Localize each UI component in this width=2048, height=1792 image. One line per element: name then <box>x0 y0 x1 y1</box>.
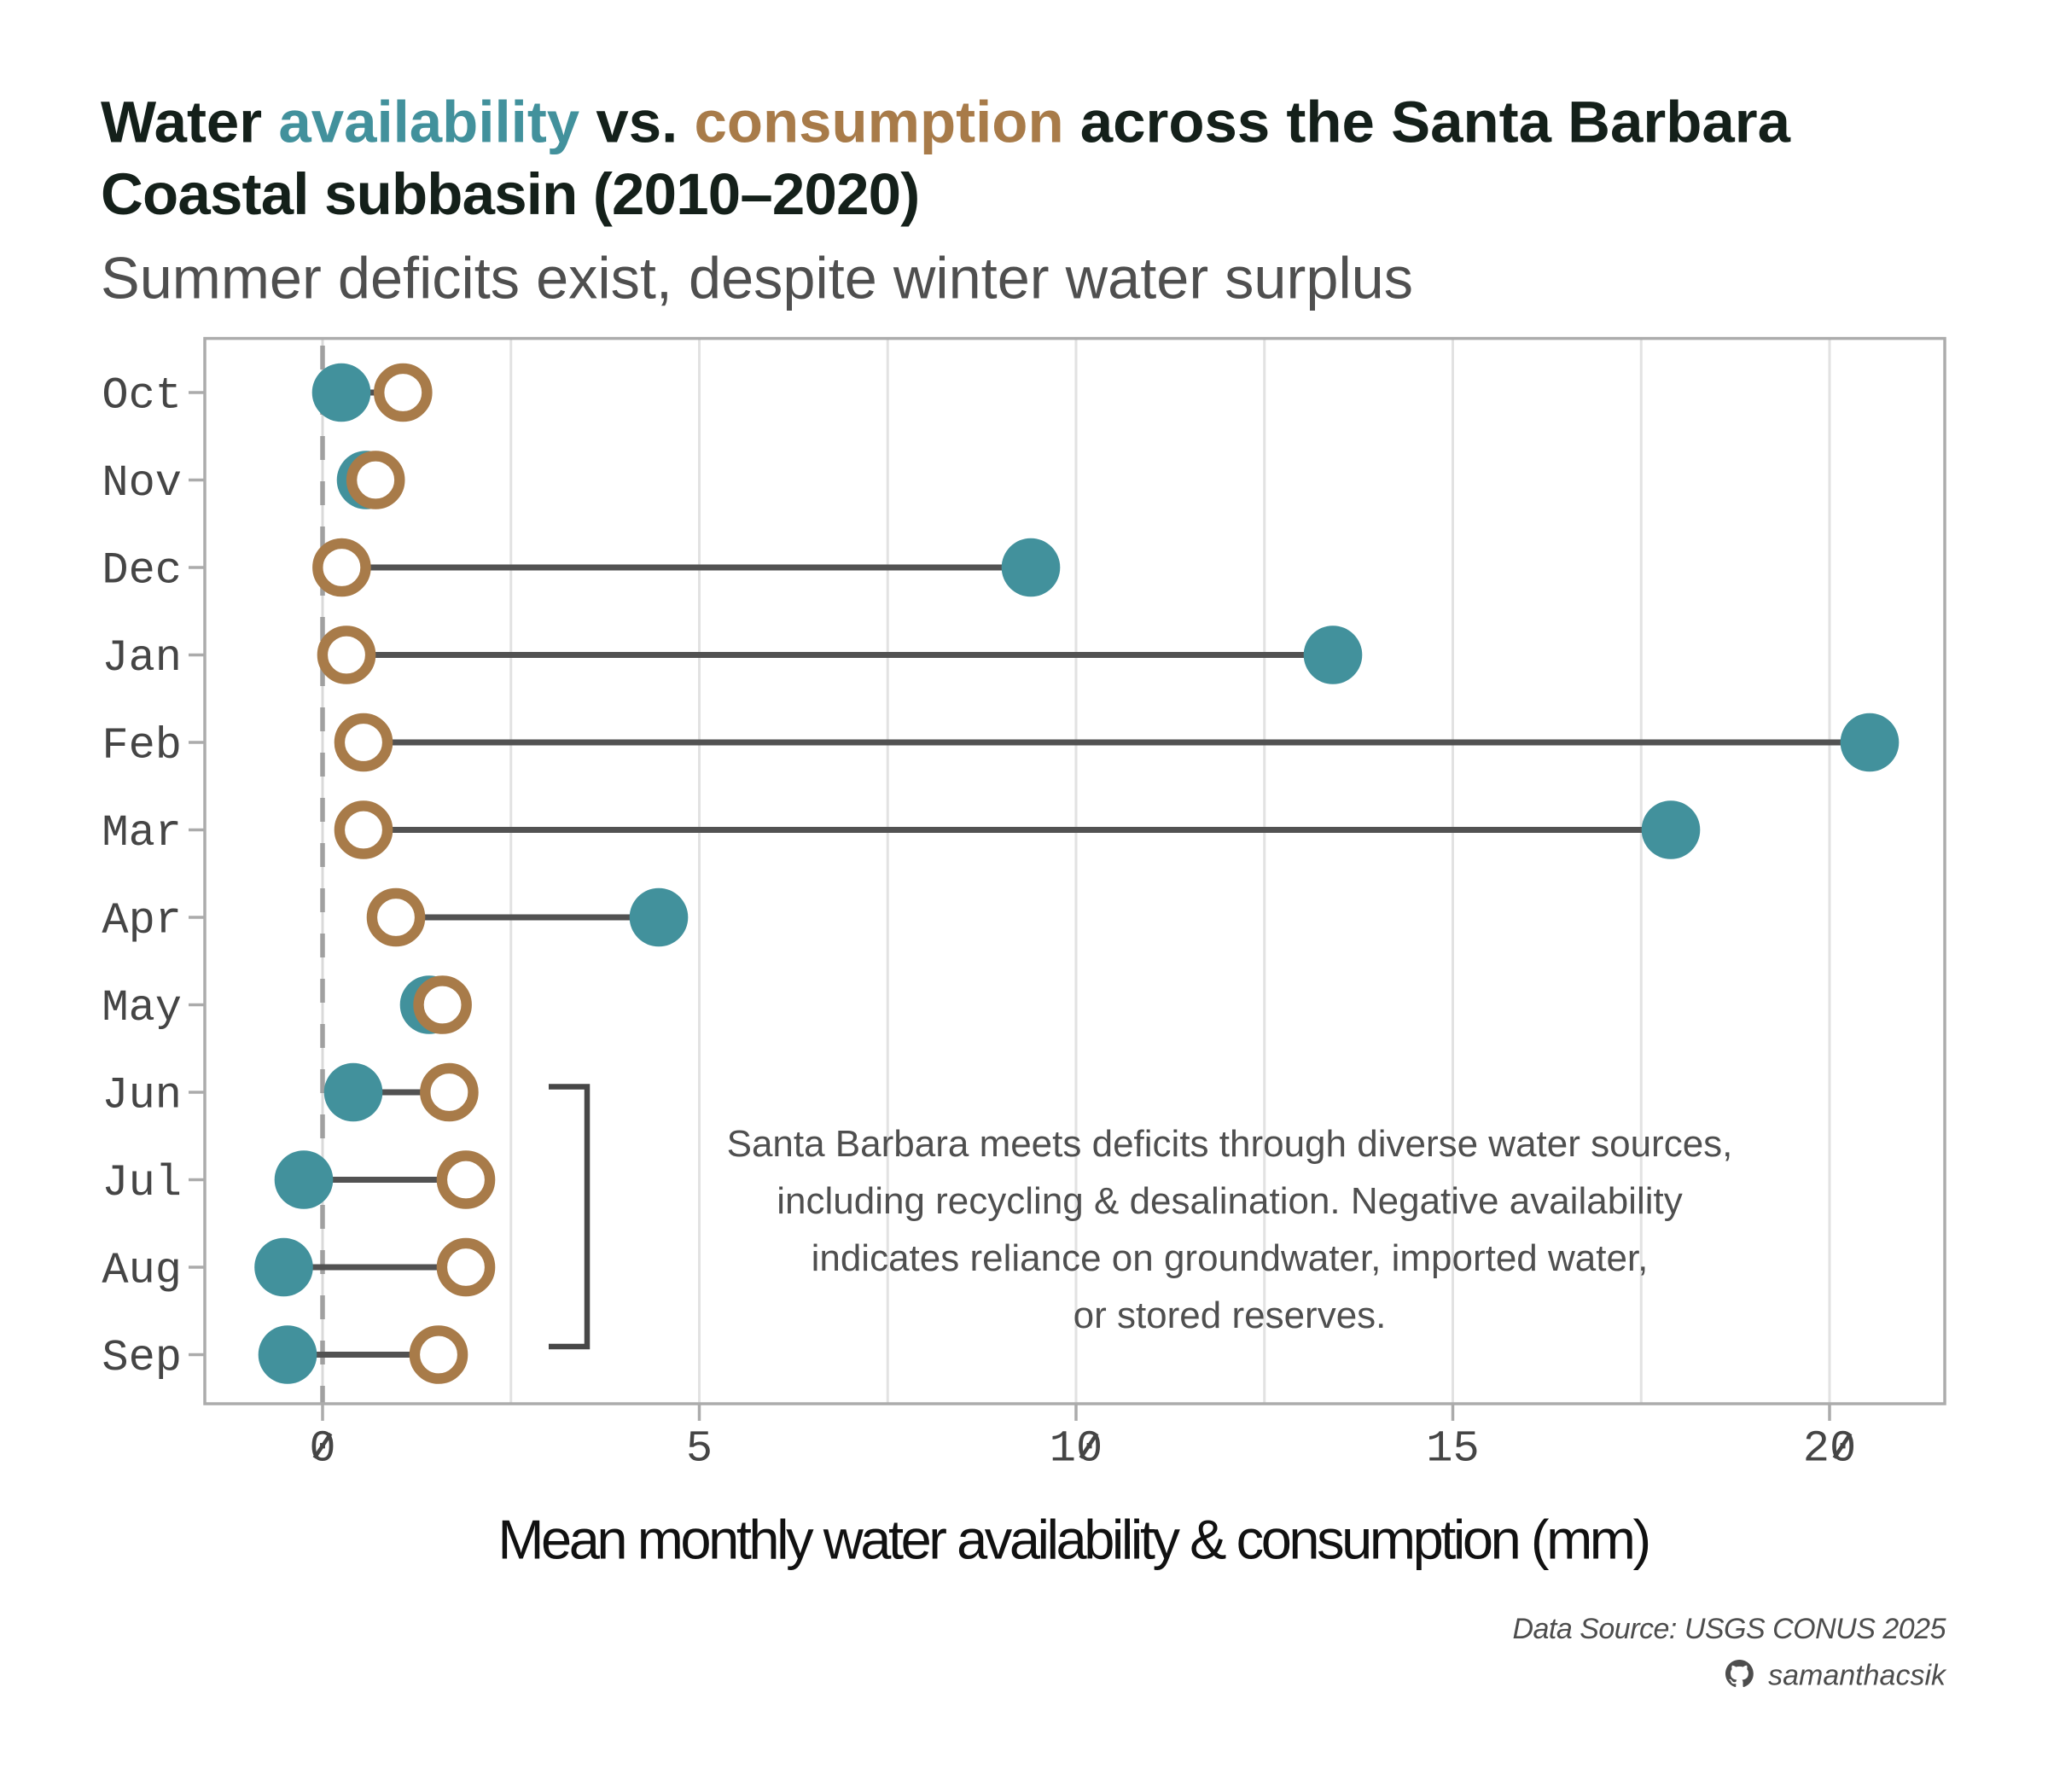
svg-text:5: 5 <box>686 1424 713 1475</box>
svg-text:Santa Barbara meets deficits t: Santa Barbara meets deficits through div… <box>727 1123 1733 1165</box>
svg-text:10: 10 <box>1050 1424 1103 1475</box>
svg-text:20: 20 <box>1803 1424 1856 1475</box>
svg-text:15: 15 <box>1426 1424 1479 1475</box>
svg-text:including recycling & desalina: including recycling & desalination. Nega… <box>777 1180 1682 1222</box>
svg-text:Mean monthly water availabilit: Mean monthly water availability & consum… <box>497 1509 1648 1571</box>
svg-text:Coastal subbasin (2010–2020): Coastal subbasin (2010–2020) <box>101 161 919 227</box>
svg-text:Jan: Jan <box>102 633 182 684</box>
svg-text:Dec: Dec <box>102 546 182 596</box>
svg-text:indicates reliance on groundwa: indicates reliance on groundwater, impor… <box>812 1237 1649 1279</box>
svg-text:Jun: Jun <box>102 1071 182 1121</box>
svg-text:or stored reserves.: or stored reserves. <box>1073 1295 1387 1336</box>
svg-text:Feb: Feb <box>102 721 182 771</box>
svg-text:Nov: Nov <box>102 458 182 509</box>
svg-text:Apr: Apr <box>102 896 182 946</box>
svg-text:Water availability vs. consump: Water availability vs. consumption acros… <box>101 90 1791 155</box>
svg-text:Sep: Sep <box>102 1333 182 1383</box>
svg-text:Data Source: USGS CONUS 2025: Data Source: USGS CONUS 2025 <box>1512 1613 1946 1645</box>
svg-text:Aug: Aug <box>102 1246 182 1296</box>
svg-text:Mar: Mar <box>102 808 182 858</box>
svg-text:May: May <box>102 983 182 1033</box>
svg-text:Summer deficits exist, despite: Summer deficits exist, despite winter wa… <box>101 245 1413 311</box>
svg-text:samanthacsik: samanthacsik <box>1768 1660 1947 1692</box>
svg-text:Oct: Oct <box>102 371 182 422</box>
svg-text:Jul: Jul <box>102 1158 182 1208</box>
